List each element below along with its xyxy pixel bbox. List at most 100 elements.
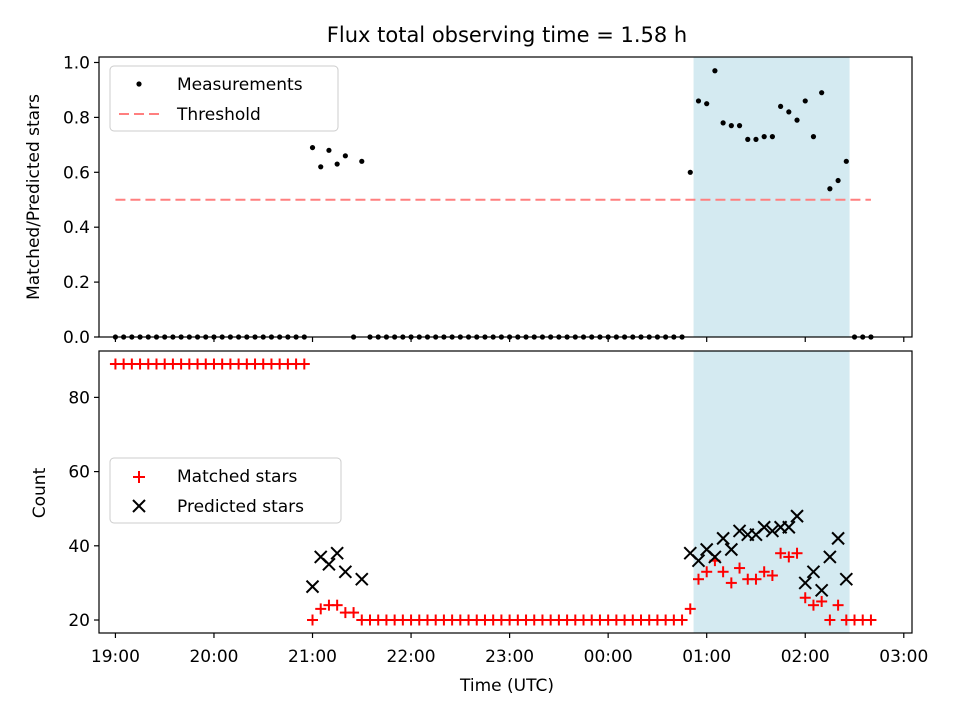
measurement-point (736, 123, 743, 129)
bottom-panel: 20 40 60 80 19:00 20:00 21:00 22:00 23:00 00:00 0… (30, 350, 928, 696)
measurement-point (745, 136, 751, 142)
bottom-axes-frame (98, 350, 913, 634)
measurement-point (778, 103, 784, 110)
top-shaded-region (693, 57, 850, 337)
cross-b (305, 579, 320, 594)
measurement-point (359, 158, 365, 164)
cross-b (683, 546, 697, 560)
matched-stars-points (109, 358, 877, 626)
matched-star-point (676, 614, 688, 626)
bottom-x-ticks: 19:00 20:00 21:00 22:00 23:00 00:00 01:00 02:00… (91, 633, 928, 667)
y-tick-label: 0.6 (63, 163, 90, 183)
matched-star-point (315, 603, 327, 615)
y-tick-label: 0.4 (63, 218, 90, 238)
measurement-point (318, 164, 324, 170)
measurement-point (720, 120, 726, 126)
legend-threshold-label: Threshold (176, 105, 261, 125)
cross-b (839, 572, 854, 586)
cross-b (757, 520, 771, 534)
matched-star-point (865, 614, 877, 626)
cross-b (691, 553, 706, 568)
measurement-point (810, 134, 817, 140)
cross-b (724, 542, 739, 557)
matched-star-point (684, 603, 696, 615)
y-tick-label: 0.2 (63, 273, 90, 293)
matched-star-point (717, 566, 729, 578)
measurement-point (835, 177, 841, 184)
x-axis-label: Time (UTC) (459, 676, 554, 696)
x-tick-label: 19:00 (91, 647, 140, 667)
cross-b (831, 531, 845, 546)
cross-b (765, 524, 780, 538)
bottom-y-ticks: 20 40 60 80 (68, 388, 99, 631)
measurement-point (753, 136, 759, 142)
top-y-axis-label: Matched/Predicted stars (24, 94, 44, 300)
predicted-star-point (790, 509, 804, 523)
matched-star-point (832, 599, 844, 611)
measurement-point (712, 68, 718, 74)
matched-star-point (766, 569, 778, 581)
predicted-star-point (355, 572, 369, 586)
measurement-point (687, 169, 693, 175)
predicted-star-point (322, 557, 336, 572)
measurement-point (309, 144, 316, 151)
predicted-star-point (831, 531, 845, 546)
measurement-point (819, 90, 825, 96)
predicted-star-point (708, 550, 722, 564)
matched-star-point (758, 566, 770, 578)
chart-title: Flux total observing time = 1.58 h (327, 23, 687, 47)
cross-b (708, 550, 722, 564)
measurement-point (843, 158, 849, 164)
measurement-point (786, 109, 792, 115)
predicted-star-point (806, 565, 821, 579)
matched-star-point (791, 547, 803, 559)
predicted-star-point (814, 583, 829, 598)
legend-matched-label: Matched stars (177, 467, 297, 487)
matched-star-point (750, 573, 762, 585)
cross-b (314, 550, 328, 564)
predicted-star-point (716, 531, 730, 546)
matched-star-point (725, 577, 737, 589)
bottom-legend: Matched stars Predicted stars (109, 457, 342, 524)
x-tick-label: 23:00 (485, 647, 534, 667)
y-tick-label: 0.8 (63, 108, 90, 128)
matched-star-point (348, 607, 360, 619)
matched-star-point (816, 595, 828, 607)
top-legend-box (109, 65, 339, 132)
cross-b (330, 546, 344, 560)
legend-predicted-label: Predicted stars (177, 497, 304, 517)
matched-star-point (298, 358, 310, 370)
predicted-star-point (823, 550, 837, 564)
matched-star-point (692, 573, 704, 585)
top-axes-frame (98, 56, 913, 338)
bottom-shaded-region (693, 351, 850, 633)
measurement-point (695, 98, 702, 104)
matched-star-point (734, 562, 746, 574)
matched-star-point (807, 599, 819, 611)
cross-b (322, 557, 336, 572)
predicted-star-point (305, 579, 320, 594)
matched-star-point (307, 614, 319, 626)
legend-matched-marker (133, 471, 145, 483)
cross-b (699, 542, 714, 557)
predicted-star-point (839, 572, 854, 586)
measurement-point (769, 134, 775, 140)
y-tick-label: 20 (68, 611, 90, 631)
predicted-star-point (757, 520, 771, 534)
top-legend: Measurements Threshold (109, 65, 339, 132)
cross-b (814, 583, 829, 598)
matched-star-point (701, 566, 713, 578)
bottom-legend-box (109, 457, 342, 524)
matched-star-point (799, 592, 811, 604)
cross-b (338, 565, 353, 579)
predicted-star-point (765, 524, 780, 538)
measurement-point (794, 117, 800, 123)
predicted-stars-points (305, 509, 854, 598)
x-tick-label: 02:00 (781, 647, 830, 667)
measurement-point (326, 147, 332, 153)
x-tick-label: 03:00 (879, 647, 928, 667)
predicted-star-point (338, 565, 353, 579)
x-tick-label: 20:00 (189, 647, 238, 667)
measurement-point (704, 101, 710, 107)
